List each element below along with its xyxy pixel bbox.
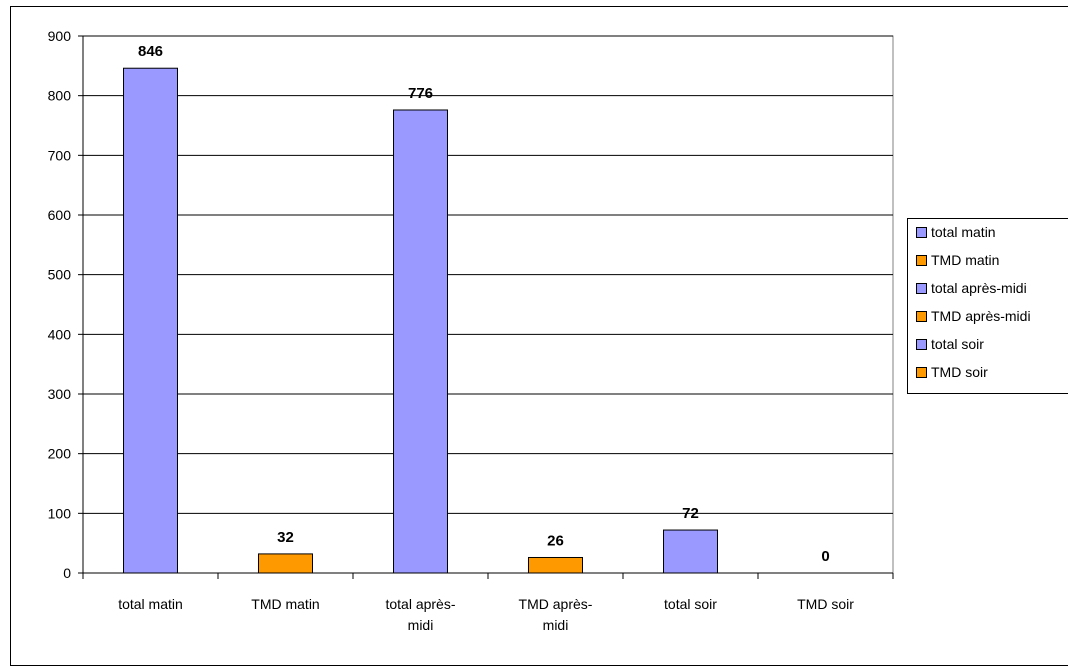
bar	[528, 556, 583, 574]
x-category-label: total matin	[118, 596, 183, 612]
bar	[393, 109, 448, 574]
x-category-label: midi	[543, 617, 569, 633]
y-tick-label: 400	[48, 326, 72, 342]
y-tick-label: 0	[63, 565, 71, 581]
legend-label: total soir	[931, 336, 984, 352]
x-category-label: total soir	[664, 596, 717, 612]
data-label: 846	[138, 43, 163, 60]
bar	[258, 553, 313, 574]
data-label: 72	[682, 505, 699, 522]
legend-item: total soir	[916, 334, 984, 354]
data-label: 26	[547, 532, 564, 549]
legend-swatch	[916, 338, 927, 350]
legend-label: TMD matin	[931, 252, 1000, 268]
x-category-label: TMD après-	[519, 596, 593, 612]
legend-swatch	[916, 366, 927, 378]
y-tick-label: 800	[48, 88, 72, 104]
legend-item: TMD après-midi	[916, 306, 1031, 326]
y-tick-label: 700	[48, 147, 72, 163]
y-tick-label: 500	[48, 267, 72, 283]
legend-swatch	[916, 310, 927, 322]
legend-item: TMD soir	[916, 362, 988, 382]
y-tick-label: 900	[48, 28, 72, 44]
legend-item: total après-midi	[916, 278, 1027, 298]
data-label: 0	[821, 548, 829, 565]
legend: total matin TMD matin total après-midi TMD …	[907, 218, 1068, 394]
legend-swatch	[916, 254, 927, 266]
legend-swatch	[916, 282, 927, 294]
x-category-label: midi	[408, 617, 434, 633]
y-tick-label: 300	[48, 386, 72, 402]
bar	[123, 67, 178, 574]
plot-area	[82, 35, 894, 574]
y-tick-label: 600	[48, 207, 72, 223]
bar	[663, 529, 718, 574]
legend-label: TMD après-midi	[931, 308, 1031, 324]
legend-swatch	[916, 226, 927, 238]
gridlines	[82, 35, 894, 574]
legend-item: total matin	[916, 222, 996, 242]
x-category-label: total après-	[385, 596, 455, 612]
labels: 0 100 200 300 400 500 600 700 800 900 846 total mat…	[48, 28, 855, 633]
legend-label: TMD soir	[931, 364, 988, 380]
y-tick-label: 200	[48, 446, 72, 462]
legend-label: total matin	[931, 224, 996, 240]
x-category-label: TMD matin	[251, 596, 319, 612]
y-tick-label: 100	[48, 505, 72, 521]
legend-label: total après-midi	[931, 280, 1027, 296]
chart-frame	[10, 6, 1068, 666]
legend-item: TMD matin	[916, 250, 999, 270]
data-label: 776	[408, 85, 433, 102]
axes	[78, 35, 894, 579]
data-label: 32	[277, 529, 294, 546]
x-category-label: TMD soir	[797, 596, 854, 612]
bars	[123, 67, 718, 574]
